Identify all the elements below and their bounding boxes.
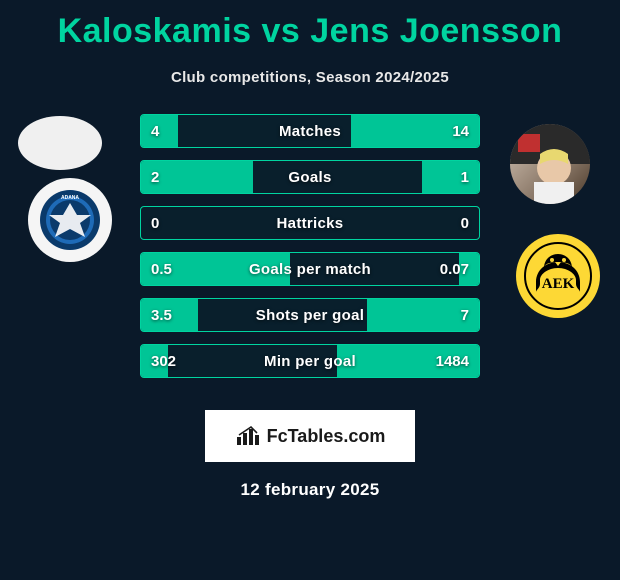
- stat-row: 414Matches: [140, 114, 480, 148]
- right-club-badge: AEK: [516, 234, 600, 318]
- left-player-avatar: [18, 116, 102, 170]
- watermark-text: FcTables.com: [267, 426, 386, 447]
- watermark: FcTables.com: [205, 410, 415, 462]
- club-crest-icon: AEK: [522, 240, 594, 312]
- svg-text:ADANA: ADANA: [61, 195, 79, 201]
- stat-label: Goals per match: [141, 261, 479, 278]
- stat-row: 3021484Min per goal: [140, 344, 480, 378]
- date-label: 12 february 2025: [0, 480, 620, 500]
- stat-label: Hattricks: [141, 215, 479, 232]
- svg-text:AEK: AEK: [542, 276, 575, 292]
- comparison-area: ADANA AEK 414Matches 21Goals 00Hattricks 0.…: [0, 114, 620, 404]
- stat-row: 0.50.07Goals per match: [140, 252, 480, 286]
- stat-label: Min per goal: [141, 353, 479, 370]
- stat-label: Goals: [141, 169, 479, 186]
- stat-row: 21Goals: [140, 160, 480, 194]
- left-club-badge: ADANA: [28, 178, 112, 262]
- stat-label: Shots per goal: [141, 307, 479, 324]
- club-crest-icon: ADANA: [35, 185, 105, 255]
- stat-row: 3.57Shots per goal: [140, 298, 480, 332]
- chart-icon: [235, 425, 261, 447]
- stats-list: 414Matches 21Goals 00Hattricks 0.50.07Goals…: [140, 114, 480, 390]
- stat-row: 00Hattricks: [140, 206, 480, 240]
- page-title: Kaloskamis vs Jens Joensson: [0, 0, 620, 51]
- right-player-avatar: [510, 124, 590, 204]
- stat-label: Matches: [141, 123, 479, 140]
- subtitle: Club competitions, Season 2024/2025: [0, 69, 620, 86]
- player-photo-icon: [510, 124, 590, 204]
